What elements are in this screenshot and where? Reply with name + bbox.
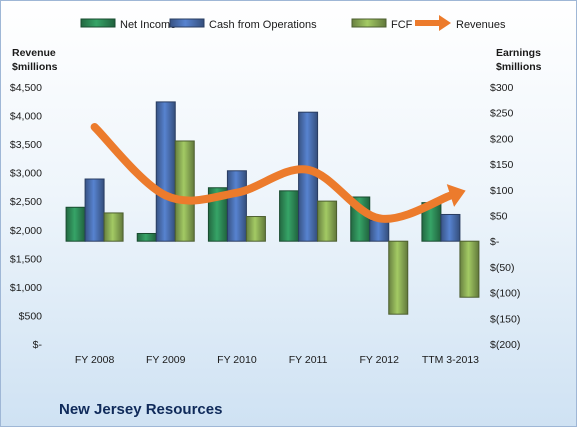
company-title: New Jersey Resources xyxy=(59,401,222,418)
bar xyxy=(226,170,247,242)
bar xyxy=(298,111,319,242)
left-axis-title: Revenue xyxy=(12,47,56,59)
right-tick-label: $200 xyxy=(490,133,514,145)
left-tick-label: $3,000 xyxy=(10,168,42,180)
legend-arrow-swatch xyxy=(439,15,451,31)
bar xyxy=(245,216,266,242)
category-label: TTM 3-2013 xyxy=(422,354,479,366)
right-tick-label: $100 xyxy=(490,185,514,197)
left-tick-label: $2,000 xyxy=(10,225,42,237)
left-tick-label: $1,000 xyxy=(10,282,42,294)
right-tick-label: $300 xyxy=(490,82,514,94)
bar xyxy=(84,178,105,242)
bar xyxy=(174,140,195,242)
bar xyxy=(388,240,409,315)
right-axis-subtitle: $millions xyxy=(496,61,542,73)
category-label: FY 2012 xyxy=(359,354,399,366)
left-tick-label: $500 xyxy=(19,310,43,322)
category-label: FY 2008 xyxy=(75,354,115,366)
legend-label: Net Income xyxy=(120,19,176,31)
bar xyxy=(103,212,124,242)
bar xyxy=(65,206,86,242)
legend-label: FCF xyxy=(391,19,413,31)
left-tick-label: $4,000 xyxy=(10,111,42,123)
left-tick-label: $1,500 xyxy=(10,253,42,265)
right-tick-label: $(50) xyxy=(490,262,515,274)
category-label: FY 2011 xyxy=(289,354,328,366)
revenue-line xyxy=(90,122,455,223)
right-tick-label: $(200) xyxy=(490,339,520,351)
left-tick-label: $3,500 xyxy=(10,139,42,151)
bar xyxy=(369,219,390,242)
bar xyxy=(440,213,461,242)
right-tick-label: $- xyxy=(490,236,500,248)
left-tick-label: $2,500 xyxy=(10,196,42,208)
right-axis-title: Earnings xyxy=(496,47,541,59)
right-tick-label: $250 xyxy=(490,108,514,120)
bar xyxy=(155,101,176,242)
legend-label: Cash from Operations xyxy=(209,19,317,31)
bar xyxy=(317,200,338,242)
legend-swatch xyxy=(80,18,116,28)
category-label: FY 2010 xyxy=(217,354,257,366)
right-tick-label: $150 xyxy=(490,159,514,171)
bar xyxy=(459,240,480,298)
right-tick-label: $50 xyxy=(490,211,508,223)
revenue-arrowhead xyxy=(446,184,466,207)
bar xyxy=(136,232,157,242)
legend-swatch xyxy=(169,18,205,28)
left-axis-subtitle: $millions xyxy=(12,61,58,73)
bar xyxy=(279,190,300,242)
legend-label: Revenues xyxy=(456,19,506,31)
left-tick-label: $4,500 xyxy=(10,82,42,94)
category-label: FY 2009 xyxy=(146,354,186,366)
right-tick-label: $(150) xyxy=(490,313,520,325)
right-tick-label: $(100) xyxy=(490,288,520,300)
legend-swatch xyxy=(351,18,387,28)
left-tick-label: $- xyxy=(33,339,43,351)
